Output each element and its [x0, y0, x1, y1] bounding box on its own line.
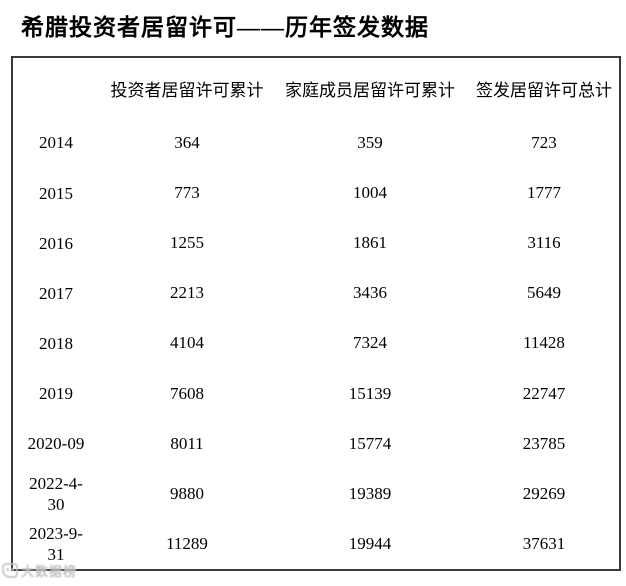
year-cell: 2022-4-30: [29, 473, 83, 514]
total-cell: 37631: [522, 533, 566, 553]
year-cell: 2020-09: [27, 434, 85, 454]
investor-cell: 2213: [170, 283, 204, 303]
family-cell: 3436: [353, 283, 387, 303]
watermark: 大数据榜: [2, 561, 77, 580]
column-header-total: 签发居留许可总计: [476, 80, 612, 100]
column-header-family: 家庭成员居留许可累计: [285, 80, 455, 100]
investor-cell: 4104: [170, 333, 204, 353]
column-header-investor: 投资者居留许可累计: [110, 80, 264, 100]
total-cell: 1777: [527, 183, 561, 203]
table-body: 2014 364 359 723 2015 773 1004 1777 2016…: [13, 118, 623, 569]
investor-cell: 1255: [170, 233, 204, 253]
table-row: 2016 1255 1861 3116: [13, 218, 623, 268]
table-header-row: 投资者居留许可累计 家庭成员居留许可累计 签发居留许可总计: [13, 58, 623, 118]
table-row: 2020-09 8011 15774 23785: [13, 419, 623, 469]
family-cell: 359: [357, 133, 383, 153]
year-cell: 2015: [39, 183, 73, 203]
year-cell: 2018: [39, 333, 73, 353]
family-cell: 19944: [348, 533, 392, 553]
page-title: 希腊投资者居留许可——历年签发数据: [21, 15, 429, 40]
family-cell: 15139: [348, 383, 392, 403]
total-cell: 22747: [522, 383, 566, 403]
year-cell: 2017: [39, 283, 73, 303]
family-cell: 1004: [353, 183, 387, 203]
total-cell: 11428: [523, 333, 565, 353]
year-cell: 2019: [39, 383, 73, 403]
investor-cell: 11289: [166, 533, 208, 553]
column-header-year: [13, 58, 99, 118]
total-cell: 3116: [527, 233, 561, 253]
investor-cell: 773: [174, 183, 200, 203]
year-cell: 2016: [39, 233, 73, 253]
permits-table: 投资者居留许可累计 家庭成员居留许可累计 签发居留许可总计 2014 364 3…: [13, 58, 623, 569]
family-cell: 7324: [353, 333, 387, 353]
total-cell: 23785: [522, 433, 566, 453]
total-cell: 5649: [527, 283, 561, 303]
table-header: 投资者居留许可累计 家庭成员居留许可累计 签发居留许可总计: [13, 58, 623, 118]
year-cell: 2014: [39, 133, 73, 153]
table-row: 2014 364 359 723: [13, 118, 623, 168]
investor-cell: 364: [174, 133, 200, 153]
investor-cell: 7608: [170, 383, 204, 403]
total-cell: 723: [531, 133, 557, 153]
family-cell: 19389: [348, 483, 392, 503]
table-row: 2018 4104 7324 11428: [13, 318, 623, 368]
family-cell: 1861: [353, 233, 387, 253]
watermark-text: 大数据榜: [21, 564, 78, 579]
watermark-logo-icon: [2, 563, 18, 578]
year-cell: 2023-9-31: [29, 523, 83, 564]
investor-cell: 9880: [170, 483, 204, 503]
total-cell: 29269: [522, 483, 566, 503]
table-row: 2015 773 1004 1777: [13, 168, 623, 218]
table-row: 2017 2213 3436 5649: [13, 268, 623, 318]
investor-cell: 8011: [170, 433, 204, 453]
table-row: 2023-9-31 11289 19944 37631: [13, 519, 623, 569]
table-row: 2022-4-30 9880 19389 29269: [13, 469, 623, 519]
data-table-container: 投资者居留许可累计 家庭成员居留许可累计 签发居留许可总计 2014 364 3…: [11, 56, 621, 571]
family-cell: 15774: [348, 433, 392, 453]
table-row: 2019 7608 15139 22747: [13, 369, 623, 419]
